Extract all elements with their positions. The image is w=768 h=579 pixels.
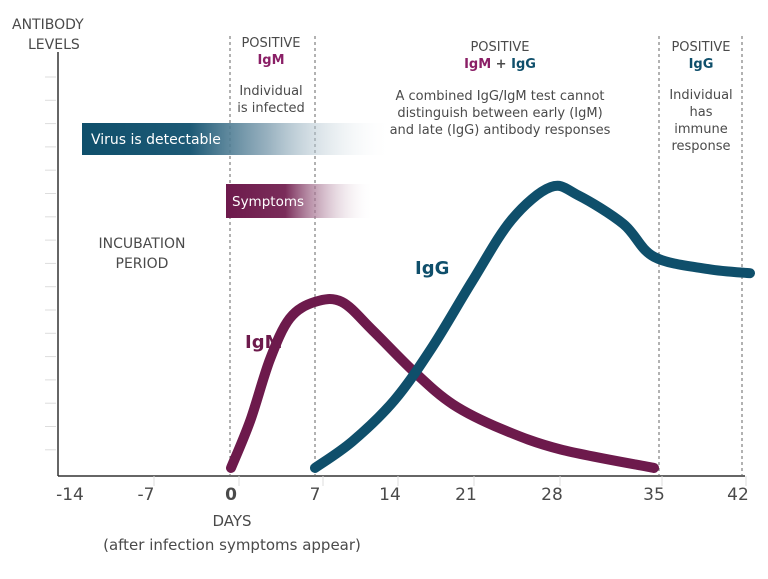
phase3-desc4: response (671, 139, 730, 154)
x-tick-label: 35 (643, 485, 665, 505)
phase2-desc1: A combined IgG/IgM test cannot (396, 89, 605, 104)
phase2-plus: + (491, 57, 511, 72)
phase2-test-igm: IgM (464, 57, 491, 72)
virus-detectable-bar (82, 123, 392, 155)
phase1-desc2: is infected (237, 101, 304, 116)
phase3-desc1: Individual (669, 88, 732, 103)
phase-dividers (229, 36, 743, 476)
x-tick-label: 28 (541, 485, 563, 505)
x-tick-label: 14 (379, 485, 401, 505)
incubation-line2: PERIOD (116, 256, 169, 272)
phase2-tests: IgM + IgG (464, 57, 536, 72)
y-label-line1: ANTIBODY (12, 17, 84, 33)
symptoms-bar (226, 184, 374, 218)
phase2-test-igg: IgG (511, 57, 536, 72)
igg-curve-label: IgG (415, 258, 449, 279)
igg-curve (310, 180, 755, 473)
igm-curve-label: IgM (245, 332, 283, 353)
y-axis-ticks (45, 76, 56, 451)
phase3-desc3: immune (674, 122, 727, 137)
phase3-test: IgG (689, 57, 714, 72)
x-label-line1: DAYS (212, 512, 251, 530)
x-tick-label: 42 (727, 485, 749, 505)
y-label-line2: LEVELS (28, 37, 80, 53)
phase1-desc1: Individual (239, 84, 302, 99)
x-tick-label: 21 (455, 485, 477, 505)
phase3-desc2: has (690, 105, 713, 120)
x-tick-label: -14 (56, 485, 84, 505)
x-tick-label: 0 (225, 485, 237, 505)
phase1-title: POSITIVE (241, 36, 300, 51)
phase1-test: IgM (257, 53, 284, 68)
phase2-desc2: distinguish between early (IgM) (397, 106, 602, 121)
x-tick-label: 7 (310, 485, 321, 505)
phase2-desc3: and late (IgG) antibody responses (390, 123, 611, 138)
phase2-title: POSITIVE (470, 40, 529, 55)
incubation-line1: INCUBATION (99, 236, 186, 252)
symptoms-bar-label: Symptoms (232, 194, 304, 210)
x-label-line2: (after infection symptoms appear) (103, 536, 361, 554)
igm-curve (226, 294, 659, 473)
phase3-title: POSITIVE (671, 40, 730, 55)
virus-bar-label: Virus is detectable (91, 132, 221, 148)
x-tick-label: -7 (138, 485, 155, 505)
